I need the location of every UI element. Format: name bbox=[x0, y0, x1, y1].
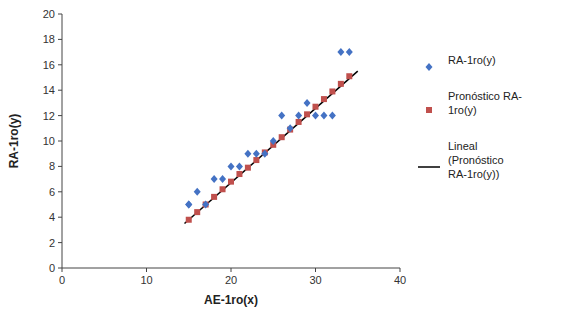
point bbox=[203, 202, 209, 208]
point bbox=[219, 175, 226, 183]
x-tick-label: 30 bbox=[309, 274, 321, 286]
legend-label-line: Pronóstico RA- bbox=[448, 90, 522, 102]
y-axis-label: RA-1ro(y) bbox=[7, 114, 21, 169]
point bbox=[279, 134, 285, 140]
point bbox=[338, 81, 344, 87]
legend: RA-1ro(y) Pronóstico RA- 1ro(y) Lineal (Pron… bbox=[418, 54, 522, 180]
y-tick-label: 8 bbox=[49, 160, 55, 172]
point bbox=[202, 201, 209, 209]
point bbox=[296, 119, 302, 125]
y-tick bbox=[58, 268, 62, 269]
point bbox=[194, 188, 201, 196]
x-tick bbox=[231, 268, 232, 272]
y-tick-label: 16 bbox=[43, 59, 55, 71]
y-tick-label: 20 bbox=[43, 8, 55, 20]
legend-label: Pronóstico RA- 1ro(y) bbox=[448, 90, 522, 116]
point bbox=[312, 112, 319, 120]
point bbox=[253, 157, 259, 163]
legend-label-line: (Pronóstico bbox=[448, 154, 504, 166]
legend-label: RA-1ro(y) bbox=[448, 54, 496, 66]
legend-marker bbox=[426, 63, 433, 71]
trend-line bbox=[185, 71, 358, 223]
point bbox=[320, 112, 327, 120]
point bbox=[346, 48, 353, 56]
point bbox=[186, 217, 192, 223]
point bbox=[253, 150, 260, 158]
point bbox=[287, 124, 294, 132]
point-series bbox=[186, 73, 353, 223]
point bbox=[211, 194, 217, 200]
x-tick bbox=[400, 268, 401, 272]
x-tick-label: 40 bbox=[394, 274, 406, 286]
point bbox=[228, 179, 234, 185]
y-tick-label: 0 bbox=[49, 262, 55, 274]
point bbox=[194, 209, 200, 215]
point bbox=[185, 201, 192, 209]
y-tick bbox=[58, 90, 62, 91]
point bbox=[220, 186, 226, 192]
y-tick bbox=[58, 14, 62, 15]
y-tick-label: 14 bbox=[43, 84, 55, 96]
point bbox=[304, 111, 310, 117]
y-tick-label: 6 bbox=[49, 186, 55, 198]
legend-label-line: RA-1ro(y)) bbox=[448, 168, 499, 180]
legend-marker bbox=[426, 107, 432, 113]
y-tick bbox=[58, 242, 62, 243]
point-series bbox=[185, 48, 353, 208]
y-tick bbox=[58, 141, 62, 142]
legend-label-line: 1ro(y) bbox=[448, 104, 477, 116]
x-tick bbox=[62, 268, 63, 272]
legend-line bbox=[418, 166, 440, 168]
point bbox=[236, 171, 242, 177]
point bbox=[185, 201, 192, 209]
data bbox=[185, 48, 358, 223]
point bbox=[244, 150, 251, 158]
x-tick-label: 0 bbox=[59, 274, 65, 286]
y-tick bbox=[58, 115, 62, 116]
point bbox=[211, 175, 218, 183]
legend-label-line: Lineal bbox=[448, 140, 477, 152]
point bbox=[278, 112, 285, 120]
y-tick bbox=[58, 191, 62, 192]
chart: 0 10 20 30 40 0 2 4 6 8 10 12 14 16 18 20 AE-1ro(x) RA-1r… bbox=[0, 0, 581, 317]
point bbox=[321, 96, 327, 102]
y-tick-label: 10 bbox=[43, 135, 55, 147]
y-tick-label: 4 bbox=[49, 211, 55, 223]
point bbox=[346, 73, 352, 79]
y-tick bbox=[58, 166, 62, 167]
y-tick-label: 2 bbox=[49, 237, 55, 249]
legend-label: Lineal (Pronóstico RA-1ro(y)) bbox=[448, 140, 504, 180]
point bbox=[236, 162, 243, 170]
point bbox=[313, 104, 319, 110]
x-axis-label: AE-1ro(x) bbox=[204, 293, 258, 307]
x-tick-label: 10 bbox=[140, 274, 152, 286]
point bbox=[329, 112, 336, 120]
point bbox=[261, 150, 268, 158]
point bbox=[329, 88, 335, 94]
x-tick bbox=[315, 268, 316, 272]
y-tick bbox=[58, 64, 62, 65]
point bbox=[245, 165, 251, 171]
point bbox=[304, 99, 311, 107]
y-tick bbox=[58, 217, 62, 218]
x-tick-label: 20 bbox=[225, 274, 237, 286]
y-tick bbox=[58, 39, 62, 40]
y-tick-label: 12 bbox=[43, 110, 55, 122]
point bbox=[228, 162, 235, 170]
point bbox=[295, 112, 302, 120]
y-tick-label: 18 bbox=[43, 33, 55, 45]
legend-label-line: RA-1ro(y) bbox=[448, 54, 496, 66]
x-tick bbox=[146, 268, 147, 272]
axes: 0 10 20 30 40 0 2 4 6 8 10 12 14 16 18 20 bbox=[43, 8, 406, 286]
point bbox=[270, 137, 277, 145]
point bbox=[337, 48, 344, 56]
